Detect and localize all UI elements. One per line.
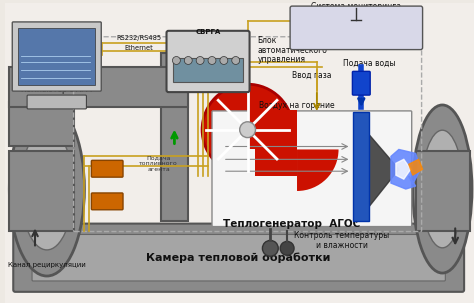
Bar xyxy=(9,152,73,231)
Bar xyxy=(18,28,95,85)
Text: Подача воды: Подача воды xyxy=(343,58,395,67)
Text: автоматического: автоматического xyxy=(257,45,328,55)
Wedge shape xyxy=(297,149,338,191)
Circle shape xyxy=(240,122,255,138)
Text: Канал рециркуляции: Канал рециркуляции xyxy=(8,262,86,268)
FancyBboxPatch shape xyxy=(32,235,446,281)
Circle shape xyxy=(196,57,204,65)
Text: Подача
топливного
агента: Подача топливного агента xyxy=(139,155,178,171)
Circle shape xyxy=(263,240,278,256)
Circle shape xyxy=(208,57,216,65)
Text: Система мониторинга: Система мониторинга xyxy=(311,2,401,11)
Text: Контроль температуры: Контроль температуры xyxy=(294,231,389,240)
Ellipse shape xyxy=(9,102,84,276)
Bar xyxy=(247,110,297,149)
FancyBboxPatch shape xyxy=(12,22,101,91)
Bar xyxy=(354,112,369,221)
Text: и влажности: и влажности xyxy=(316,241,367,250)
Circle shape xyxy=(184,57,192,65)
Text: "Интернет диспетчер": "Интернет диспетчер" xyxy=(311,12,402,21)
FancyBboxPatch shape xyxy=(27,95,86,109)
Text: Блок: Блок xyxy=(257,36,277,45)
Ellipse shape xyxy=(20,128,73,250)
Circle shape xyxy=(202,84,293,175)
Bar xyxy=(9,67,188,107)
Text: Ввод газа: Ввод газа xyxy=(292,71,332,80)
Text: Камера тепловой обработки: Камера тепловой обработки xyxy=(146,253,331,264)
Bar xyxy=(9,102,73,146)
Polygon shape xyxy=(356,120,399,223)
Text: Воздух на горение: Воздух на горение xyxy=(259,101,335,110)
Polygon shape xyxy=(409,159,423,175)
Circle shape xyxy=(173,57,180,65)
Polygon shape xyxy=(396,159,411,179)
FancyBboxPatch shape xyxy=(166,31,250,92)
FancyBboxPatch shape xyxy=(352,71,370,95)
Bar xyxy=(255,122,297,176)
Ellipse shape xyxy=(413,105,472,273)
Text: Теплогенератор  АГОС: Теплогенератор АГОС xyxy=(223,218,361,228)
Ellipse shape xyxy=(421,130,463,248)
Text: управления: управления xyxy=(257,55,305,65)
Circle shape xyxy=(220,57,228,65)
Polygon shape xyxy=(391,149,420,189)
Text: RS232/RS485: RS232/RS485 xyxy=(116,35,161,41)
Text: СВРГА: СВРГА xyxy=(195,29,221,35)
Bar xyxy=(173,58,243,82)
Text: Ethernet: Ethernet xyxy=(125,45,153,51)
FancyBboxPatch shape xyxy=(13,224,464,292)
Text: Компьютер с АРМ: Компьютер с АРМ xyxy=(21,85,92,94)
FancyBboxPatch shape xyxy=(212,111,412,227)
Circle shape xyxy=(280,241,294,255)
FancyBboxPatch shape xyxy=(91,160,123,177)
FancyBboxPatch shape xyxy=(91,193,123,210)
Bar xyxy=(416,152,470,231)
Circle shape xyxy=(232,57,240,65)
FancyBboxPatch shape xyxy=(290,6,423,50)
Bar xyxy=(161,52,188,221)
